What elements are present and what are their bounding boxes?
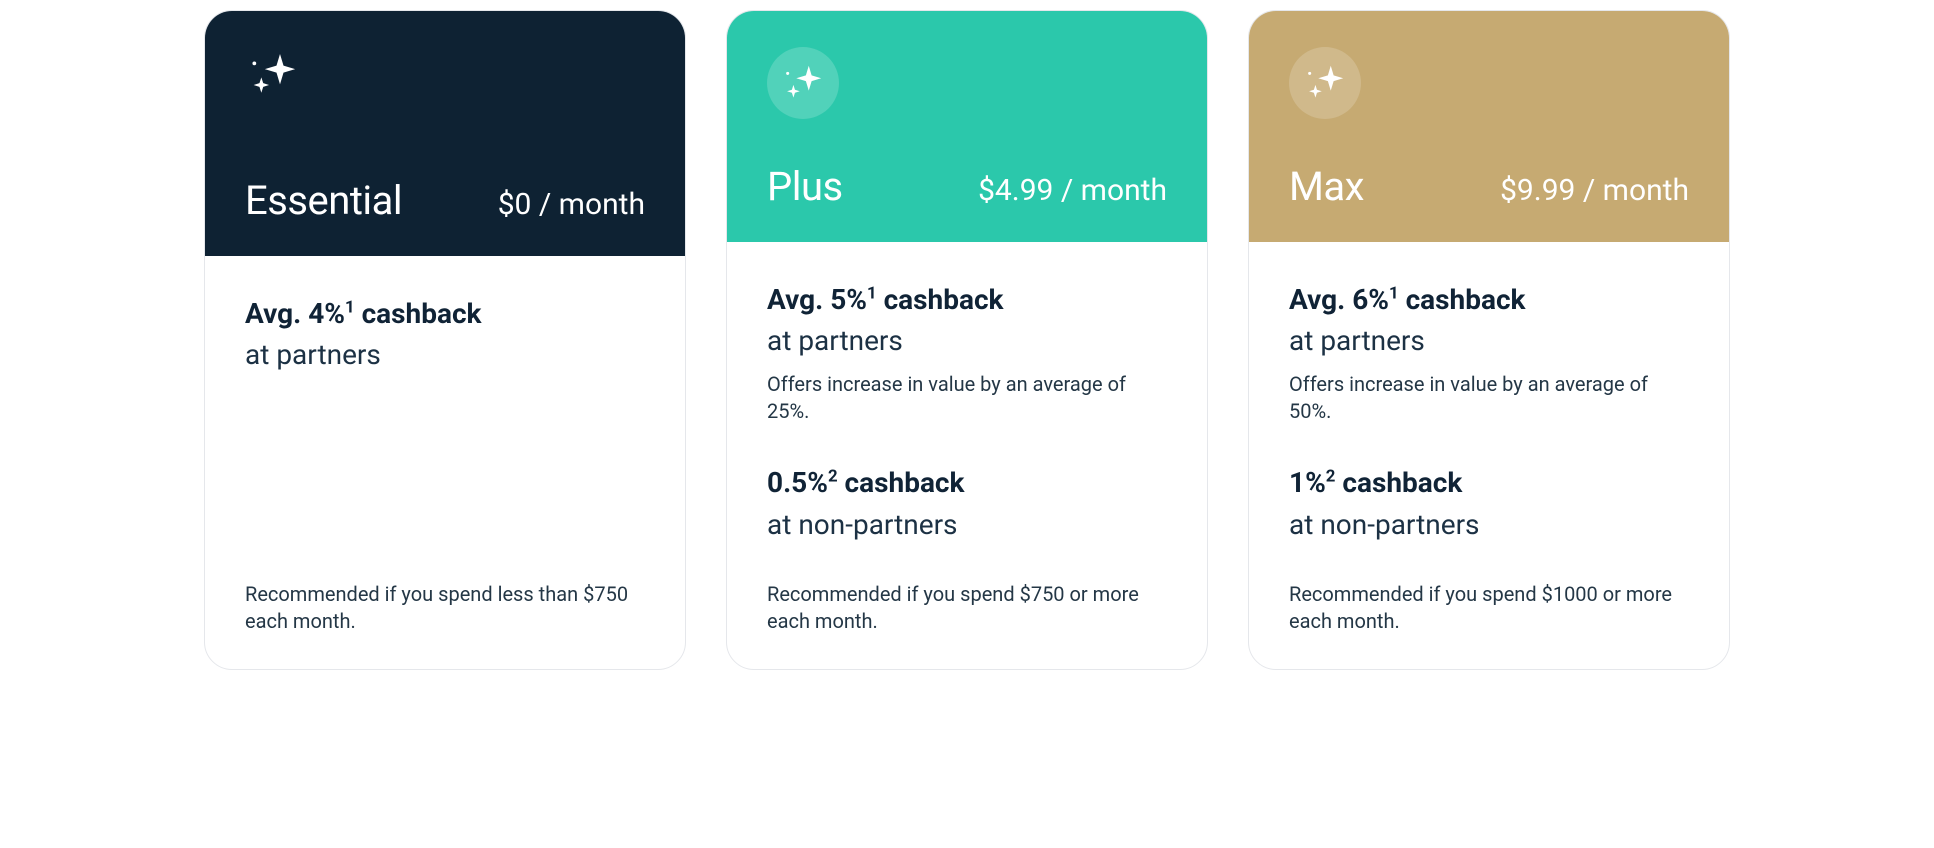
cb-suffix: cashback — [877, 283, 1004, 316]
cb-prefix: Avg. — [1289, 283, 1352, 316]
plan-header: Essential $0 / month — [205, 11, 685, 256]
recommendation-text: Recommended if you spend $750 or more ea… — [767, 541, 1167, 635]
plan-body: Avg. 5%1 cashback at partners Offers incre… — [727, 242, 1207, 669]
cb-prefix: Avg. — [245, 297, 308, 330]
plan-price: $4.99 / month — [978, 173, 1167, 208]
cb-percent: 5% — [830, 283, 867, 316]
nonpartners-subline: at non-partners — [767, 508, 1167, 541]
plan-header: Plus $4.99 / month — [727, 11, 1207, 242]
cb-suffix: cashback — [1399, 283, 1526, 316]
plan-price: $9.99 / month — [1500, 173, 1689, 208]
cb-sup: 1 — [867, 284, 877, 304]
offer-note: Offers increase in value by an average o… — [1289, 371, 1689, 425]
plan-price: $0 / month — [498, 187, 645, 222]
plan-name: Essential — [245, 177, 402, 224]
recommendation-text: Recommended if you spend $1000 or more e… — [1289, 541, 1689, 635]
cb2-suffix: cashback — [838, 466, 965, 499]
plan-body: Avg. 4%1 cashback at partners Recommended … — [205, 256, 685, 669]
plan-title-row: Plus $4.99 / month — [767, 163, 1167, 210]
plan-body: Avg. 6%1 cashback at partners Offers incre… — [1249, 242, 1729, 669]
cb2-sup: 2 — [1326, 467, 1336, 487]
plan-header: Max $9.99 / month — [1249, 11, 1729, 242]
nonpartners-cashback-headline: 0.5%2 cashback — [767, 465, 1167, 501]
cb-suffix: cashback — [355, 297, 482, 330]
partners-cashback-headline: Avg. 5%1 cashback — [767, 282, 1167, 318]
sparkle-icon — [1289, 47, 1361, 119]
partners-subline: at partners — [1289, 324, 1689, 357]
nonpartners-cashback-headline: 1%2 cashback — [1289, 465, 1689, 501]
sparkle-icon — [245, 47, 317, 119]
recommendation-text: Recommended if you spend less than $750 … — [245, 541, 645, 635]
partners-cashback-headline: Avg. 6%1 cashback — [1289, 282, 1689, 318]
plan-title-row: Max $9.99 / month — [1289, 163, 1689, 210]
cb2-suffix: cashback — [1335, 466, 1462, 499]
plan-name: Max — [1289, 163, 1364, 210]
plan-name: Plus — [767, 163, 843, 210]
cb-percent: 6% — [1352, 283, 1389, 316]
cb2-percent: 1% — [1289, 466, 1326, 499]
cb-sup: 1 — [1389, 284, 1399, 304]
sparkle-icon — [767, 47, 839, 119]
cb-sup: 1 — [345, 298, 355, 318]
cb-prefix: Avg. — [767, 283, 830, 316]
cb2-sup: 2 — [828, 467, 838, 487]
cb2-percent: 0.5% — [767, 466, 828, 499]
partners-subline: at partners — [767, 324, 1167, 357]
offer-note: Offers increase in value by an average o… — [767, 371, 1167, 425]
plan-card-max[interactable]: Max $9.99 / month Avg. 6%1 cashback at part… — [1248, 10, 1730, 670]
pricing-cards-row: Essential$0 / monthAvg. 4%1 cashbackat p… — [10, 10, 1924, 670]
partners-cashback-headline: Avg. 4%1 cashback — [245, 296, 645, 332]
partners-subline: at partners — [245, 338, 645, 371]
nonpartners-subline: at non-partners — [1289, 508, 1689, 541]
plan-card-plus[interactable]: Plus $4.99 / month Avg. 5%1 cashback at par… — [726, 10, 1208, 670]
plan-card-essential[interactable]: Essential $0 / month Avg. 4%1 cashback at p… — [204, 10, 686, 670]
plan-title-row: Essential $0 / month — [245, 177, 645, 224]
cb-percent: 4% — [308, 297, 345, 330]
